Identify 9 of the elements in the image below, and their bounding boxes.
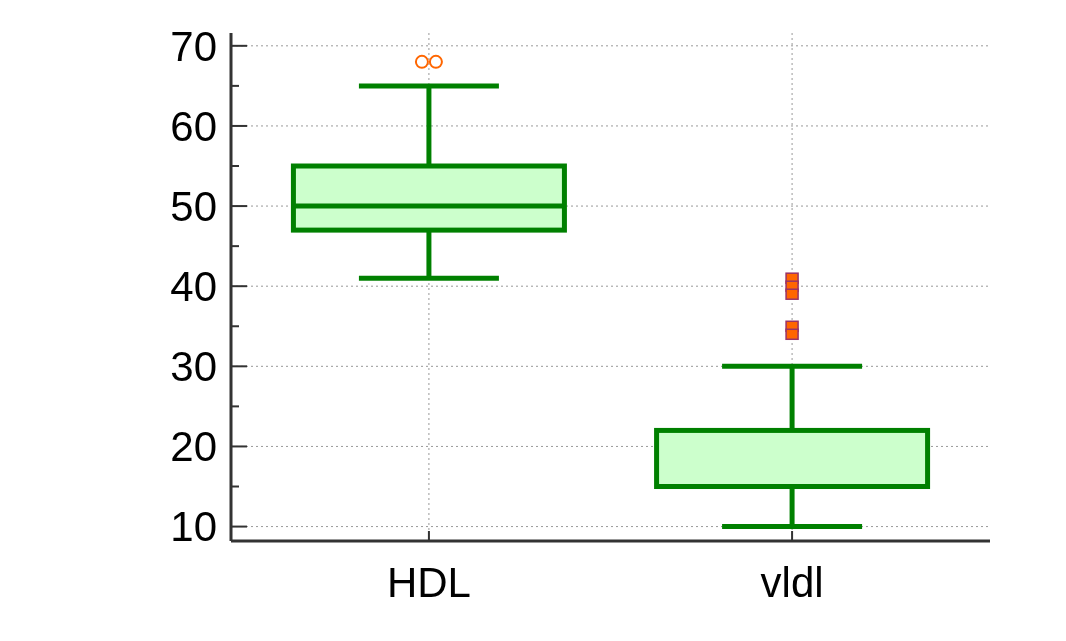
x-tick-label: HDL: [386, 559, 471, 606]
y-tick-label: 20: [170, 423, 217, 471]
y-tick-label: 50: [170, 182, 217, 230]
y-tick-label: 40: [170, 262, 217, 310]
y-tick-label: 70: [170, 22, 217, 70]
y-tick-label: 60: [170, 102, 217, 150]
x-tick-label: vldl: [760, 559, 824, 606]
y-tick-label: 10: [170, 503, 217, 551]
y-tick-label: 30: [170, 343, 217, 391]
